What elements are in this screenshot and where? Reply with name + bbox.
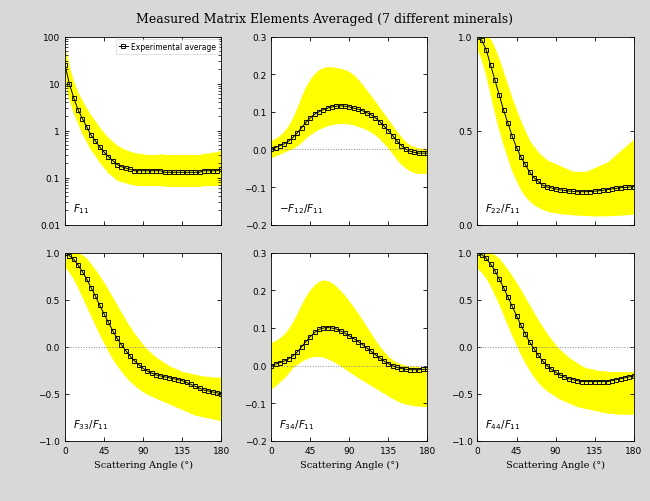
Text: $F_{44}/F_{11}$: $F_{44}/F_{11}$ xyxy=(486,418,521,431)
Text: $F_{34}/F_{11}$: $F_{34}/F_{11}$ xyxy=(279,418,315,431)
Text: $-F_{12}/F_{11}$: $-F_{12}/F_{11}$ xyxy=(279,202,323,216)
Text: $F_{22}/F_{11}$: $F_{22}/F_{11}$ xyxy=(486,202,521,216)
Text: Measured Matrix Elements Averaged (7 different minerals): Measured Matrix Elements Averaged (7 dif… xyxy=(136,13,514,26)
X-axis label: Scattering Angle (°): Scattering Angle (°) xyxy=(94,460,192,469)
X-axis label: Scattering Angle (°): Scattering Angle (°) xyxy=(300,460,399,469)
X-axis label: Scattering Angle (°): Scattering Angle (°) xyxy=(506,460,605,469)
Text: $F_{11}$: $F_{11}$ xyxy=(73,202,90,216)
Legend: Experimental average: Experimental average xyxy=(116,40,219,55)
Text: $F_{33}/F_{11}$: $F_{33}/F_{11}$ xyxy=(73,418,109,431)
